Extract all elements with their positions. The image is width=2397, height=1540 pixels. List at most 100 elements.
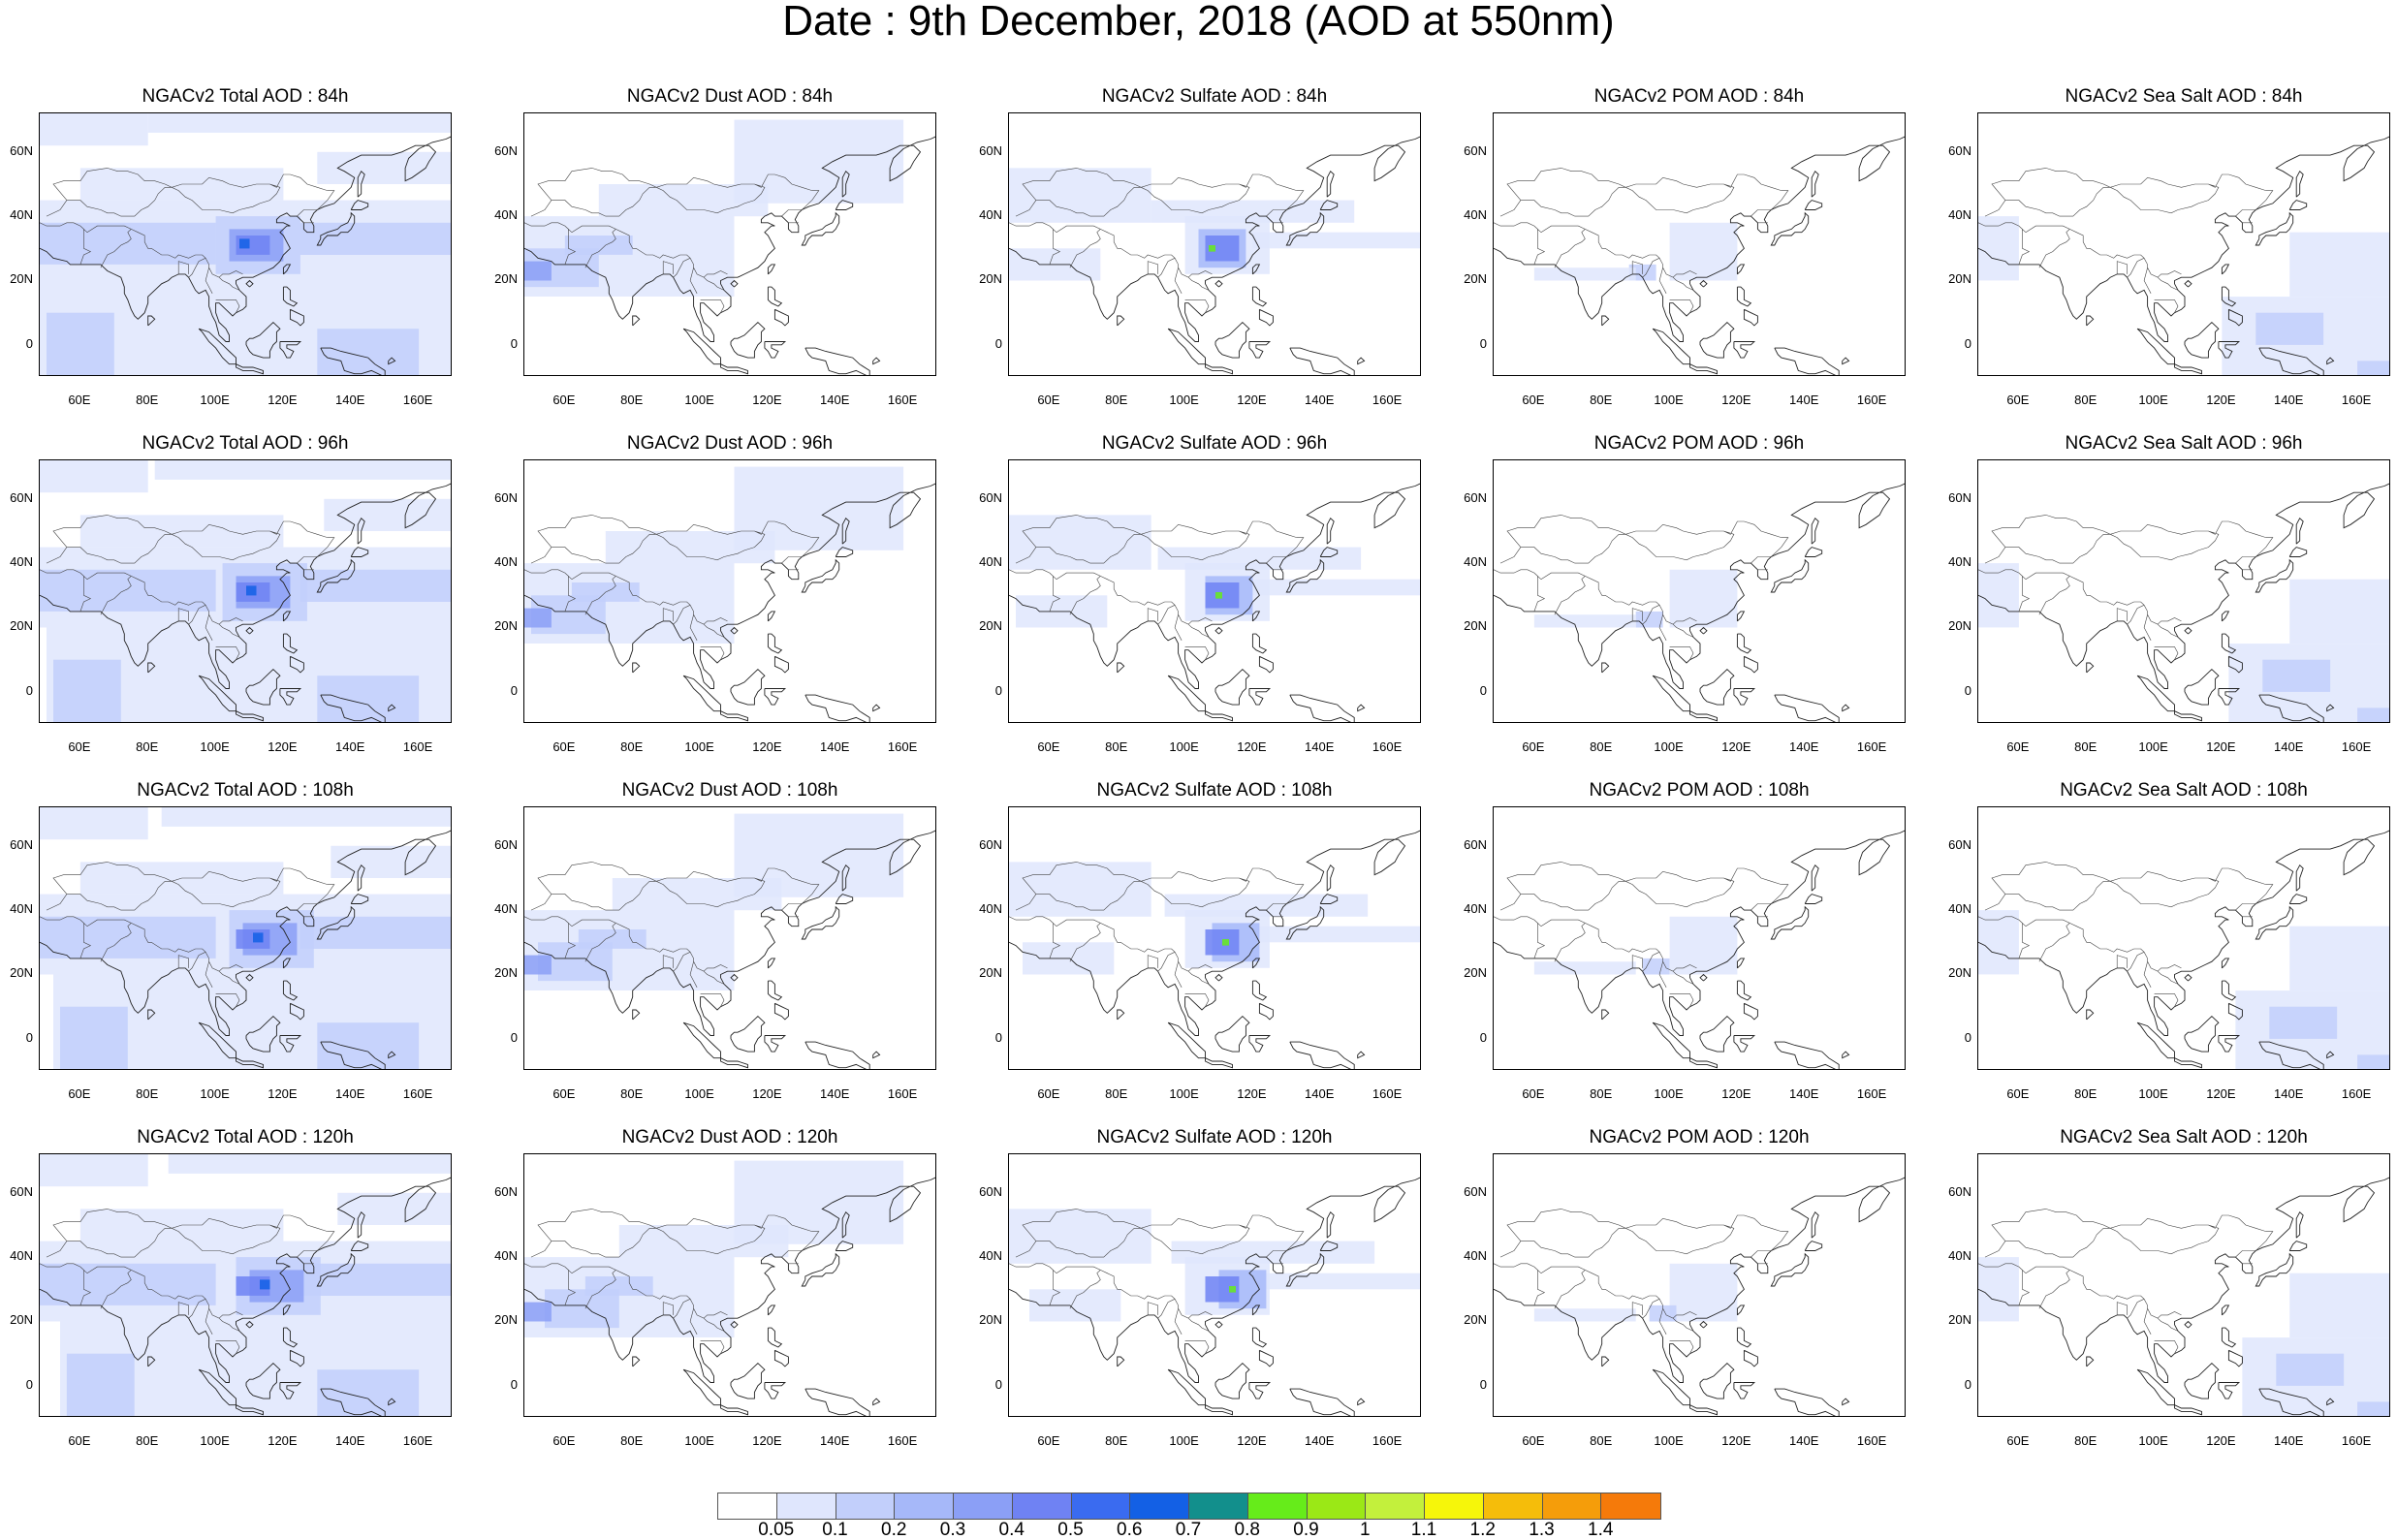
y-tick-label: 0 (994, 1376, 1002, 1392)
y-tick-label: 60N (494, 489, 518, 505)
y-tick-label: 40N (494, 1248, 518, 1264)
coastline (524, 136, 935, 375)
aod-shading (40, 113, 451, 375)
y-tick-label: 40N (494, 901, 518, 917)
map-plot (1493, 112, 1906, 376)
aod-field (564, 236, 633, 255)
x-tick-label: 100E (684, 393, 714, 407)
y-tick-label: 0 (1964, 335, 1971, 351)
x-tick-label: 120E (268, 739, 298, 754)
panel-title: NGACv2 POM AOD : 84h (1593, 86, 1805, 107)
country-borders (40, 862, 335, 1007)
map-panel: NGACv2 Total AOD : 84h 60N 40N 20N 0 60E 80E 1… (0, 85, 452, 415)
x-tick-label: 80E (2074, 1433, 2097, 1448)
y-tick-label: 40N (1948, 1248, 1971, 1264)
aod-shading (40, 807, 451, 1069)
y-tick-label: 60N (10, 142, 33, 158)
aod-field (524, 608, 552, 628)
aod-field (40, 222, 216, 265)
x-tick-label: 120E (752, 1086, 782, 1101)
y-tick-label: 0 (1964, 682, 1971, 698)
coastline (40, 483, 451, 722)
coastline (524, 830, 935, 1069)
aod-field (60, 1006, 128, 1069)
aod-field (317, 329, 420, 375)
x-tick-label: 160E (1372, 1086, 1403, 1101)
x-tick-label: 60E (68, 1086, 91, 1101)
map-panel: NGACv2 Sulfate AOD : 96h 60N 40N 20N 0 60E 80… (969, 432, 1421, 762)
y-tick-label: 20N (494, 1312, 518, 1328)
y-tick-label: 0 (1479, 335, 1487, 351)
x-tick-label: 100E (2138, 1086, 2168, 1101)
colorbar-label: 0.2 (881, 1520, 907, 1540)
aod-field (300, 1263, 451, 1296)
aod-shading (1009, 168, 1420, 281)
x-tick-label: 80E (2074, 1086, 2097, 1101)
y-tick-label: 20N (979, 1312, 1002, 1328)
y-tick-label: 0 (1964, 1029, 1971, 1045)
coastline (1978, 483, 2389, 722)
y-tick-label: 20N (10, 1312, 33, 1328)
x-tick-label: 120E (1237, 739, 1267, 754)
x-tick-label: 100E (684, 1086, 714, 1101)
map-plot (1008, 806, 1421, 1070)
colorbar-label: 1.2 (1469, 1520, 1496, 1540)
panel-title: NGACv2 Sea Salt AOD : 108h (2060, 780, 2308, 801)
aod-shading (40, 1154, 451, 1416)
y-tick-label: 20N (1464, 618, 1487, 634)
x-tick-label: 60E (2006, 393, 2030, 407)
map-plot (1493, 806, 1906, 1070)
y-tick-label: 60N (10, 1183, 33, 1199)
x-tick-label: 60E (1522, 1433, 1545, 1448)
aod-shading (1533, 1263, 1738, 1322)
x-tick-label: 60E (1522, 1086, 1545, 1101)
map-plot (39, 459, 452, 723)
y-tick-label: 60N (1948, 1183, 1971, 1199)
aod-field (1252, 232, 1420, 249)
x-tick-label: 60E (552, 739, 576, 754)
x-tick-label: 80E (2074, 393, 2097, 407)
map-panel: NGACv2 Total AOD : 96h 60N 40N 20N 0 60E 80E 1… (0, 432, 452, 762)
aod-shading (1978, 563, 2389, 722)
y-tick-label: 40N (494, 207, 518, 223)
colorbar-swatch (1307, 1493, 1367, 1519)
x-tick-label: 160E (2341, 1433, 2372, 1448)
aod-field (1533, 1308, 1636, 1322)
colorbar-swatch (954, 1493, 1013, 1519)
y-tick-label: 20N (1948, 618, 1971, 634)
aod-field (524, 955, 552, 975)
colorbar-label: 0.3 (939, 1520, 966, 1540)
aod-field (584, 1276, 653, 1296)
y-tick-label: 0 (994, 682, 1002, 698)
aod-field (1252, 1273, 1420, 1290)
aod-field (1669, 916, 1738, 975)
x-tick-label: 100E (200, 739, 230, 754)
y-tick-label: 20N (1464, 965, 1487, 981)
x-tick-label: 160E (1372, 1433, 1403, 1448)
aod-field (168, 1154, 451, 1174)
page-title: Date : 9th December, 2018 (AOD at 550nm) (782, 0, 1615, 45)
panel-title: NGACv2 Sulfate AOD : 96h (1101, 433, 1328, 454)
x-tick-label: 100E (1169, 1433, 1199, 1448)
map-panel: NGACv2 Dust AOD : 96h 60N 40N 20N 0 60E 80E 10… (485, 432, 936, 762)
y-tick-label: 40N (1464, 207, 1487, 223)
aod-field (317, 1369, 420, 1416)
x-tick-label: 80E (2074, 739, 2097, 754)
y-tick-label: 20N (1948, 1312, 1971, 1328)
aod-shading (1978, 910, 2389, 1069)
x-tick-label: 160E (887, 1086, 918, 1101)
y-tick-label: 40N (10, 901, 33, 917)
aod-shading (1533, 569, 1738, 628)
aod-field (40, 460, 148, 493)
panel-title: NGACv2 Dust AOD : 96h (626, 433, 834, 454)
y-tick-label: 20N (1948, 965, 1971, 981)
y-tick-label: 60N (1948, 142, 1971, 158)
aod-shading (1533, 222, 1738, 281)
x-tick-label: 140E (820, 393, 850, 407)
map-plot (39, 112, 452, 376)
coastline (1009, 136, 1420, 375)
x-tick-label: 80E (1590, 1086, 1613, 1101)
colorbar-swatch (1130, 1493, 1189, 1519)
colorbar-swatch (1247, 1493, 1308, 1519)
y-tick-label: 60N (10, 489, 33, 505)
